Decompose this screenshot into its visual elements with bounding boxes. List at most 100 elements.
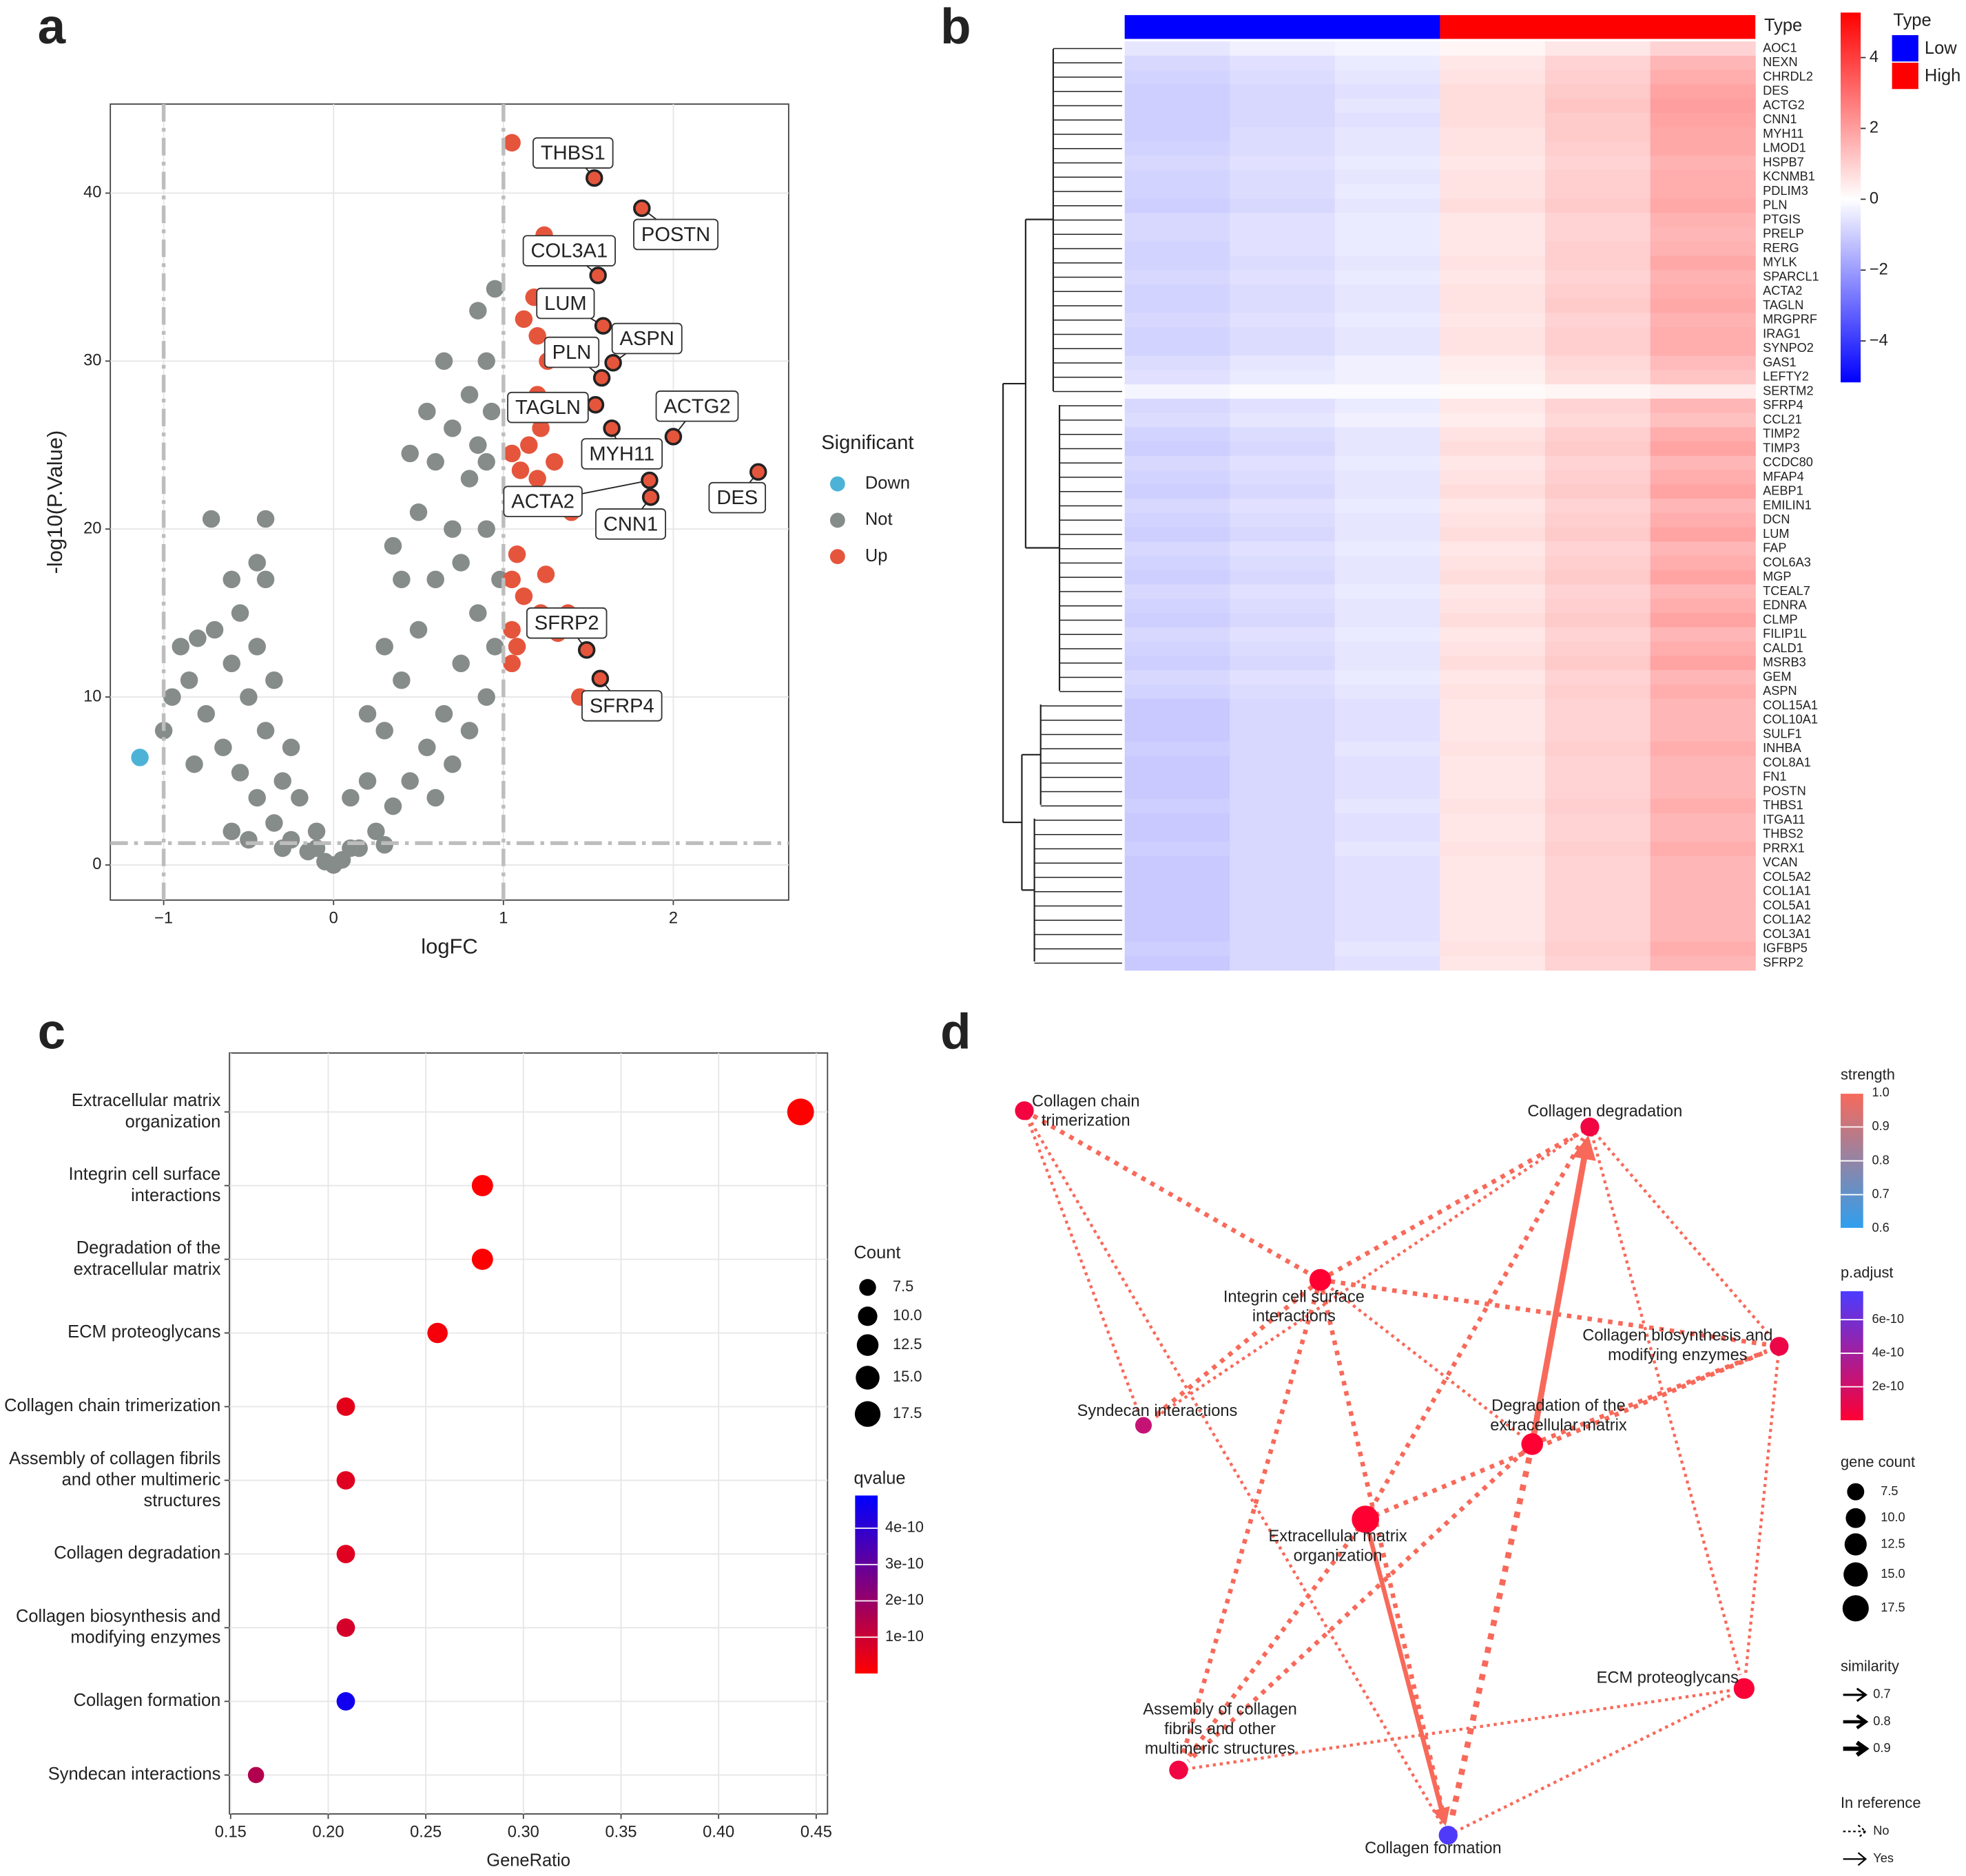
point xyxy=(528,470,546,488)
row-label: TCEAL7 xyxy=(1763,584,1810,598)
heatmap-cell xyxy=(1124,541,1230,556)
colorbar-tick-label: 0.8 xyxy=(1872,1153,1889,1167)
labeled-point xyxy=(577,641,596,659)
heatmap-cell xyxy=(1650,713,1756,728)
heatmap-cell xyxy=(1230,156,1336,171)
panel-label: b xyxy=(940,0,971,54)
point xyxy=(546,452,563,471)
heatmap-cell xyxy=(1650,855,1756,871)
heatmap-cell xyxy=(1334,227,1440,242)
x-tick-label: 0.20 xyxy=(312,1823,344,1841)
row-label: ITGA11 xyxy=(1763,813,1805,826)
heatmap-cell xyxy=(1124,713,1230,728)
point xyxy=(223,654,240,673)
heatmap-cell xyxy=(1124,484,1230,499)
heatmap-cell xyxy=(1545,884,1651,899)
text-line: Degradation of the xyxy=(76,1238,221,1258)
row-label: FAP xyxy=(1763,541,1786,555)
heatmap-cell xyxy=(1230,656,1336,671)
heatmap-cell xyxy=(1440,156,1546,171)
row-label: SFRP2 xyxy=(1763,955,1803,969)
heatmap-cell xyxy=(1650,684,1756,700)
heatmap-cell xyxy=(1545,899,1651,914)
row-label: COL5A2 xyxy=(1763,870,1811,884)
y-tick-label: 0 xyxy=(92,855,101,873)
row-label: PLN xyxy=(1763,198,1787,212)
point xyxy=(409,621,428,639)
heatmap-cell xyxy=(1650,270,1756,285)
heatmap-cell xyxy=(1545,270,1651,285)
labeled-point xyxy=(604,353,622,372)
colorbar-tick-label: 1.0 xyxy=(1872,1085,1889,1099)
panel-label: a xyxy=(38,0,66,54)
row-label: TAGLN xyxy=(1763,298,1803,312)
heatmap-cell xyxy=(1650,770,1756,785)
heatmap-cell xyxy=(1334,855,1440,871)
heatmap-cell xyxy=(1334,755,1440,771)
heatmap-cell xyxy=(1334,55,1440,71)
heatmap-cell xyxy=(1650,727,1756,742)
edge xyxy=(1023,1108,1309,1275)
heatmap-cell xyxy=(1334,284,1440,300)
heatmap-cell xyxy=(1650,127,1756,142)
heatmap-cell xyxy=(1545,70,1651,85)
heatmap-cell xyxy=(1124,270,1230,285)
point xyxy=(452,654,470,673)
heatmap-cell xyxy=(1230,370,1336,385)
heatmap-cell xyxy=(1440,884,1546,899)
point xyxy=(291,789,309,807)
y-tick-label: Collagen formation xyxy=(74,1691,221,1710)
heatmap-cell xyxy=(1440,413,1546,428)
edge xyxy=(1448,1443,1535,1824)
heatmap-cell xyxy=(1124,70,1230,85)
row-label: LUM xyxy=(1763,527,1789,541)
heatmap-cell xyxy=(1230,842,1336,857)
point xyxy=(265,814,283,832)
heatmap-cell xyxy=(1650,813,1756,828)
heatmap-cell xyxy=(1545,755,1651,771)
heatmap-cell xyxy=(1545,284,1651,300)
colorbar-tick-label: 3e-10 xyxy=(885,1555,924,1572)
heatmap-cell xyxy=(1440,370,1546,385)
legend-title: qvalue xyxy=(854,1469,906,1488)
panel-label: c xyxy=(38,1004,66,1060)
type-annotation xyxy=(1440,14,1756,39)
point xyxy=(324,856,342,874)
row-label: KCNMB1 xyxy=(1763,169,1815,183)
dot xyxy=(471,1175,493,1196)
legend-swatch xyxy=(829,476,845,492)
text-line: Assembly of collagen xyxy=(1143,1701,1297,1719)
point xyxy=(205,621,224,639)
text-line: Assembly of collagen fibrils xyxy=(9,1449,220,1468)
legend-swatch xyxy=(1892,35,1918,62)
point xyxy=(342,789,360,807)
heatmap-cell xyxy=(1334,512,1440,528)
x-tick-label: 0.25 xyxy=(410,1823,442,1841)
heatmap-cell xyxy=(1334,341,1440,357)
heatmap-cell xyxy=(1124,41,1230,56)
legend-label: Down xyxy=(865,473,910,492)
heatmap-cell xyxy=(1124,184,1230,199)
colorbar xyxy=(855,1495,878,1674)
legend-swatch xyxy=(829,549,845,565)
point xyxy=(426,789,444,807)
point xyxy=(503,621,521,639)
heatmap-cell xyxy=(1230,941,1336,957)
heatmap-cell xyxy=(1440,241,1546,256)
heatmap-cell xyxy=(1545,713,1651,728)
annotation-box xyxy=(595,508,667,540)
heatmap-cell xyxy=(1650,784,1756,800)
point xyxy=(163,688,181,706)
heatmap-cell xyxy=(1124,770,1230,785)
point xyxy=(185,755,203,773)
heatmap-cell xyxy=(1124,784,1230,800)
edge xyxy=(1152,1125,1591,1420)
heatmap-cell xyxy=(1440,41,1546,56)
point xyxy=(231,604,249,622)
heatmap-cell xyxy=(1334,398,1440,414)
heatmap-cell xyxy=(1545,527,1651,542)
heatmap-cell xyxy=(1440,70,1546,85)
heatmap-cell xyxy=(1440,770,1546,785)
node-label: Collagen biosynthesis and modifying enzym… xyxy=(1582,1327,1772,1364)
heatmap-cell xyxy=(1545,169,1651,185)
